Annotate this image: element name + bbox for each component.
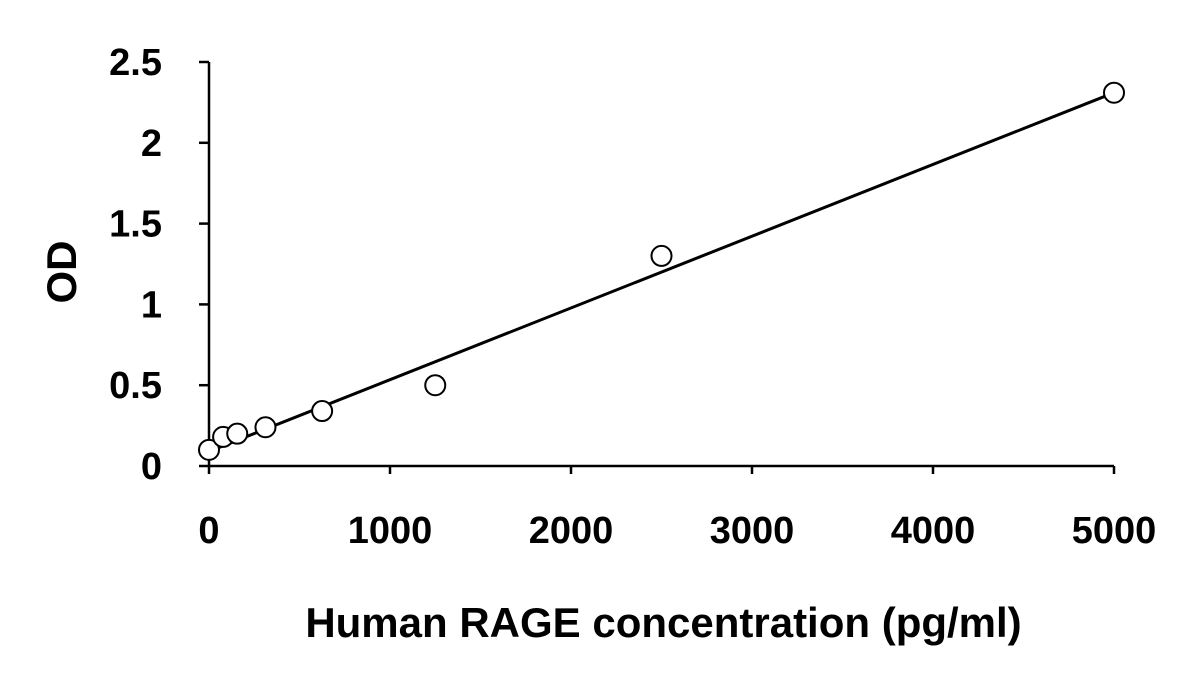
y-axis: 0 0.5 1 1.5 2 2.5 xyxy=(109,42,211,488)
x-tick-label: 4000 xyxy=(891,510,976,552)
data-point xyxy=(650,244,673,267)
x-axis-title: Human RAGE concentration (pg/ml) xyxy=(305,599,1021,646)
y-tick-label: 1.5 xyxy=(109,204,162,246)
x-tick-label: 5000 xyxy=(1072,510,1157,552)
x-tick-label: 3000 xyxy=(710,510,795,552)
data-point xyxy=(424,374,447,397)
data-point xyxy=(226,422,249,445)
y-tick-label: 0 xyxy=(141,446,162,488)
x-tick-label: 2000 xyxy=(529,510,614,552)
x-tick-label: 0 xyxy=(198,510,219,552)
x-axis: 0 1000 2000 3000 4000 5000 xyxy=(198,464,1157,552)
y-tick-label: 2 xyxy=(141,123,162,165)
data-point xyxy=(1103,81,1125,104)
y-axis-title: OD xyxy=(38,241,85,304)
x-tick-label: 1000 xyxy=(348,510,433,552)
data-point xyxy=(311,400,334,423)
linear-fit-line xyxy=(208,91,1115,453)
y-tick-label: 0.5 xyxy=(109,365,162,407)
y-tick-label: 1 xyxy=(141,284,162,326)
fit-line-group xyxy=(208,91,1115,453)
data-points xyxy=(198,81,1125,461)
data-point xyxy=(198,438,220,461)
y-tick-label: 2.5 xyxy=(109,42,162,84)
data-point xyxy=(254,416,277,439)
